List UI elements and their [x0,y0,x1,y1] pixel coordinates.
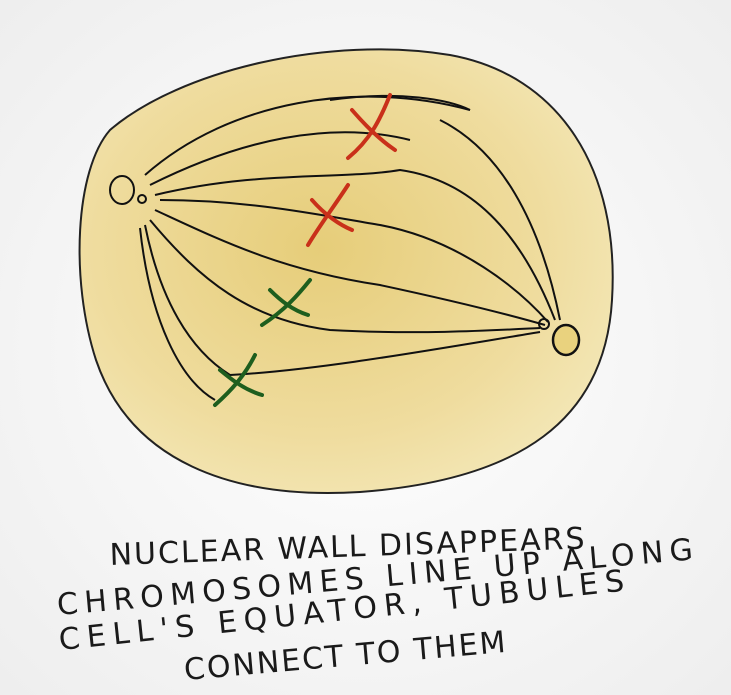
page: NUCLEAR WALL DISAPPEARS CHROMOSOMES LINE… [0,0,731,695]
